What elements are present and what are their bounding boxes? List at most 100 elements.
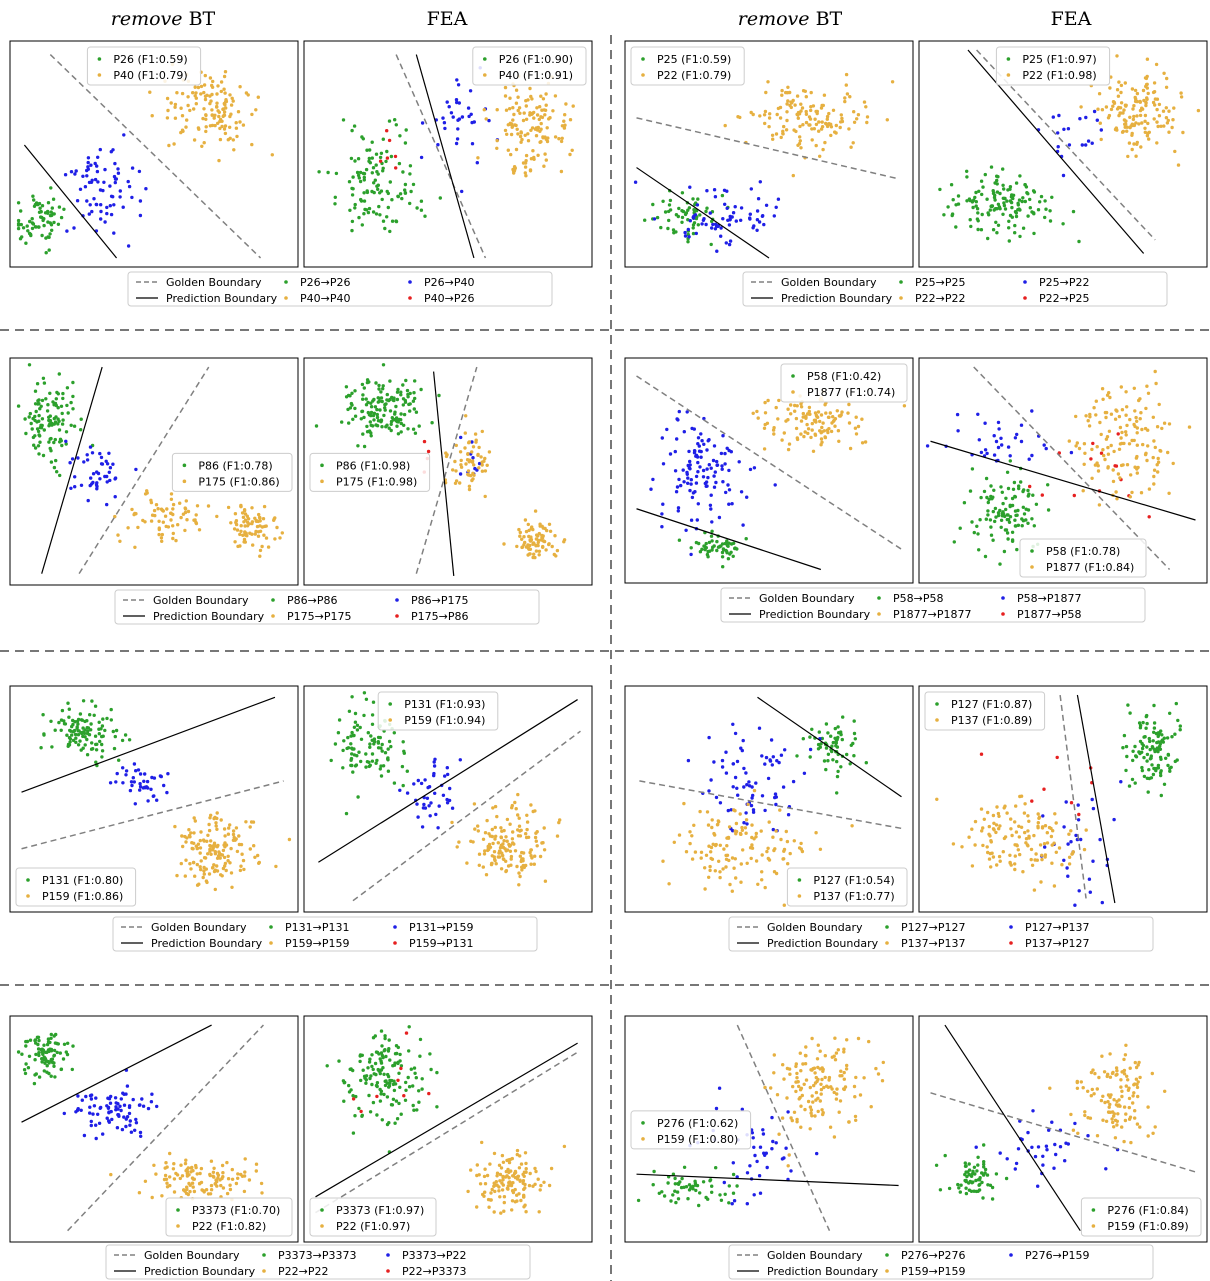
bottom-legend-box: [105, 1244, 531, 1280]
point-orange: [513, 849, 518, 853]
cluster-green: [1121, 701, 1183, 798]
point-orange: [764, 90, 768, 95]
point-blue: [731, 211, 736, 215]
point-green: [1168, 769, 1172, 773]
point-blue: [129, 1130, 134, 1134]
point-green: [420, 1087, 424, 1091]
point-orange: [205, 839, 209, 843]
point-green: [358, 725, 362, 730]
point-orange: [874, 1066, 878, 1071]
point-orange: [791, 1084, 795, 1089]
point-orange: [754, 859, 759, 863]
point-orange: [514, 101, 519, 105]
point-orange: [840, 410, 844, 414]
point-green: [392, 1088, 397, 1093]
point-blue: [713, 227, 718, 231]
point-orange: [1074, 414, 1078, 419]
point-orange: [708, 864, 712, 869]
cluster-green: [39, 699, 132, 768]
point-green: [707, 549, 712, 553]
point-green: [39, 746, 43, 750]
point-blue: [85, 458, 90, 462]
point-blue: [475, 161, 479, 165]
point-orange: [816, 410, 821, 414]
point-green: [795, 754, 799, 758]
point-orange: [169, 518, 173, 522]
point-blue: [760, 754, 764, 758]
point-orange: [534, 549, 539, 553]
point-green: [389, 154, 394, 159]
point-green: [1038, 200, 1042, 204]
legend-item-marker: [408, 296, 412, 300]
point-green: [123, 733, 128, 737]
legend-item-label: P58→P1877: [1017, 592, 1081, 605]
point-green: [1170, 735, 1174, 739]
point-blue: [83, 185, 88, 189]
point-orange: [228, 125, 232, 129]
point-green: [1151, 745, 1155, 750]
point-blue: [682, 480, 686, 484]
point-orange: [533, 127, 538, 131]
point-orange: [1013, 862, 1017, 866]
point-green: [1146, 790, 1150, 794]
point-orange: [784, 419, 788, 423]
point-green: [394, 404, 398, 409]
point-orange: [483, 1182, 488, 1186]
point-green: [407, 1025, 411, 1029]
point-blue: [1104, 1167, 1108, 1171]
point-green: [375, 424, 380, 428]
point-orange: [1101, 397, 1105, 401]
point-orange: [540, 115, 545, 120]
legend-item-marker: [877, 596, 881, 600]
point-orange: [1155, 97, 1160, 101]
point-green: [97, 732, 102, 736]
point-orange: [520, 137, 524, 142]
point-orange: [785, 110, 789, 114]
point-orange: [207, 872, 212, 876]
point-orange: [179, 1163, 183, 1167]
point-orange: [188, 835, 192, 839]
point-green: [970, 467, 975, 471]
point-orange: [463, 446, 467, 450]
point-orange: [1071, 1128, 1076, 1132]
point-orange: [513, 123, 517, 127]
point-green: [86, 726, 91, 730]
point-green: [824, 722, 829, 726]
point-blue: [76, 1094, 80, 1098]
point-green: [365, 760, 370, 764]
point-green: [411, 399, 416, 403]
point-green: [698, 213, 702, 217]
point-blue: [1074, 833, 1078, 838]
point-orange: [507, 1170, 511, 1175]
point-orange: [178, 1176, 182, 1181]
point-orange: [820, 103, 824, 108]
point-blue: [723, 462, 727, 466]
point-orange: [1125, 405, 1129, 409]
point-green: [836, 725, 840, 729]
point-orange: [985, 845, 989, 849]
point-orange: [810, 421, 814, 426]
point-orange: [180, 834, 184, 838]
point-orange: [705, 810, 710, 814]
legend-item-marker: [271, 614, 275, 618]
point-orange: [482, 459, 486, 463]
point-green: [403, 1098, 408, 1103]
point-green: [49, 460, 54, 464]
point-blue: [86, 498, 90, 503]
point-green: [407, 1085, 412, 1089]
point-orange: [163, 1166, 167, 1170]
point-green: [49, 719, 53, 723]
point-blue: [748, 216, 752, 220]
point-red: [385, 129, 389, 133]
point-green: [27, 231, 32, 236]
point-orange: [1018, 852, 1022, 857]
point-green: [401, 403, 405, 407]
legend-item-marker: [885, 925, 889, 929]
point-orange: [547, 117, 551, 121]
point-orange: [1132, 422, 1136, 427]
point-orange: [517, 871, 521, 875]
point-blue: [1098, 837, 1102, 842]
point-green: [942, 213, 946, 217]
point-orange: [544, 137, 548, 141]
point-blue: [770, 1147, 774, 1151]
